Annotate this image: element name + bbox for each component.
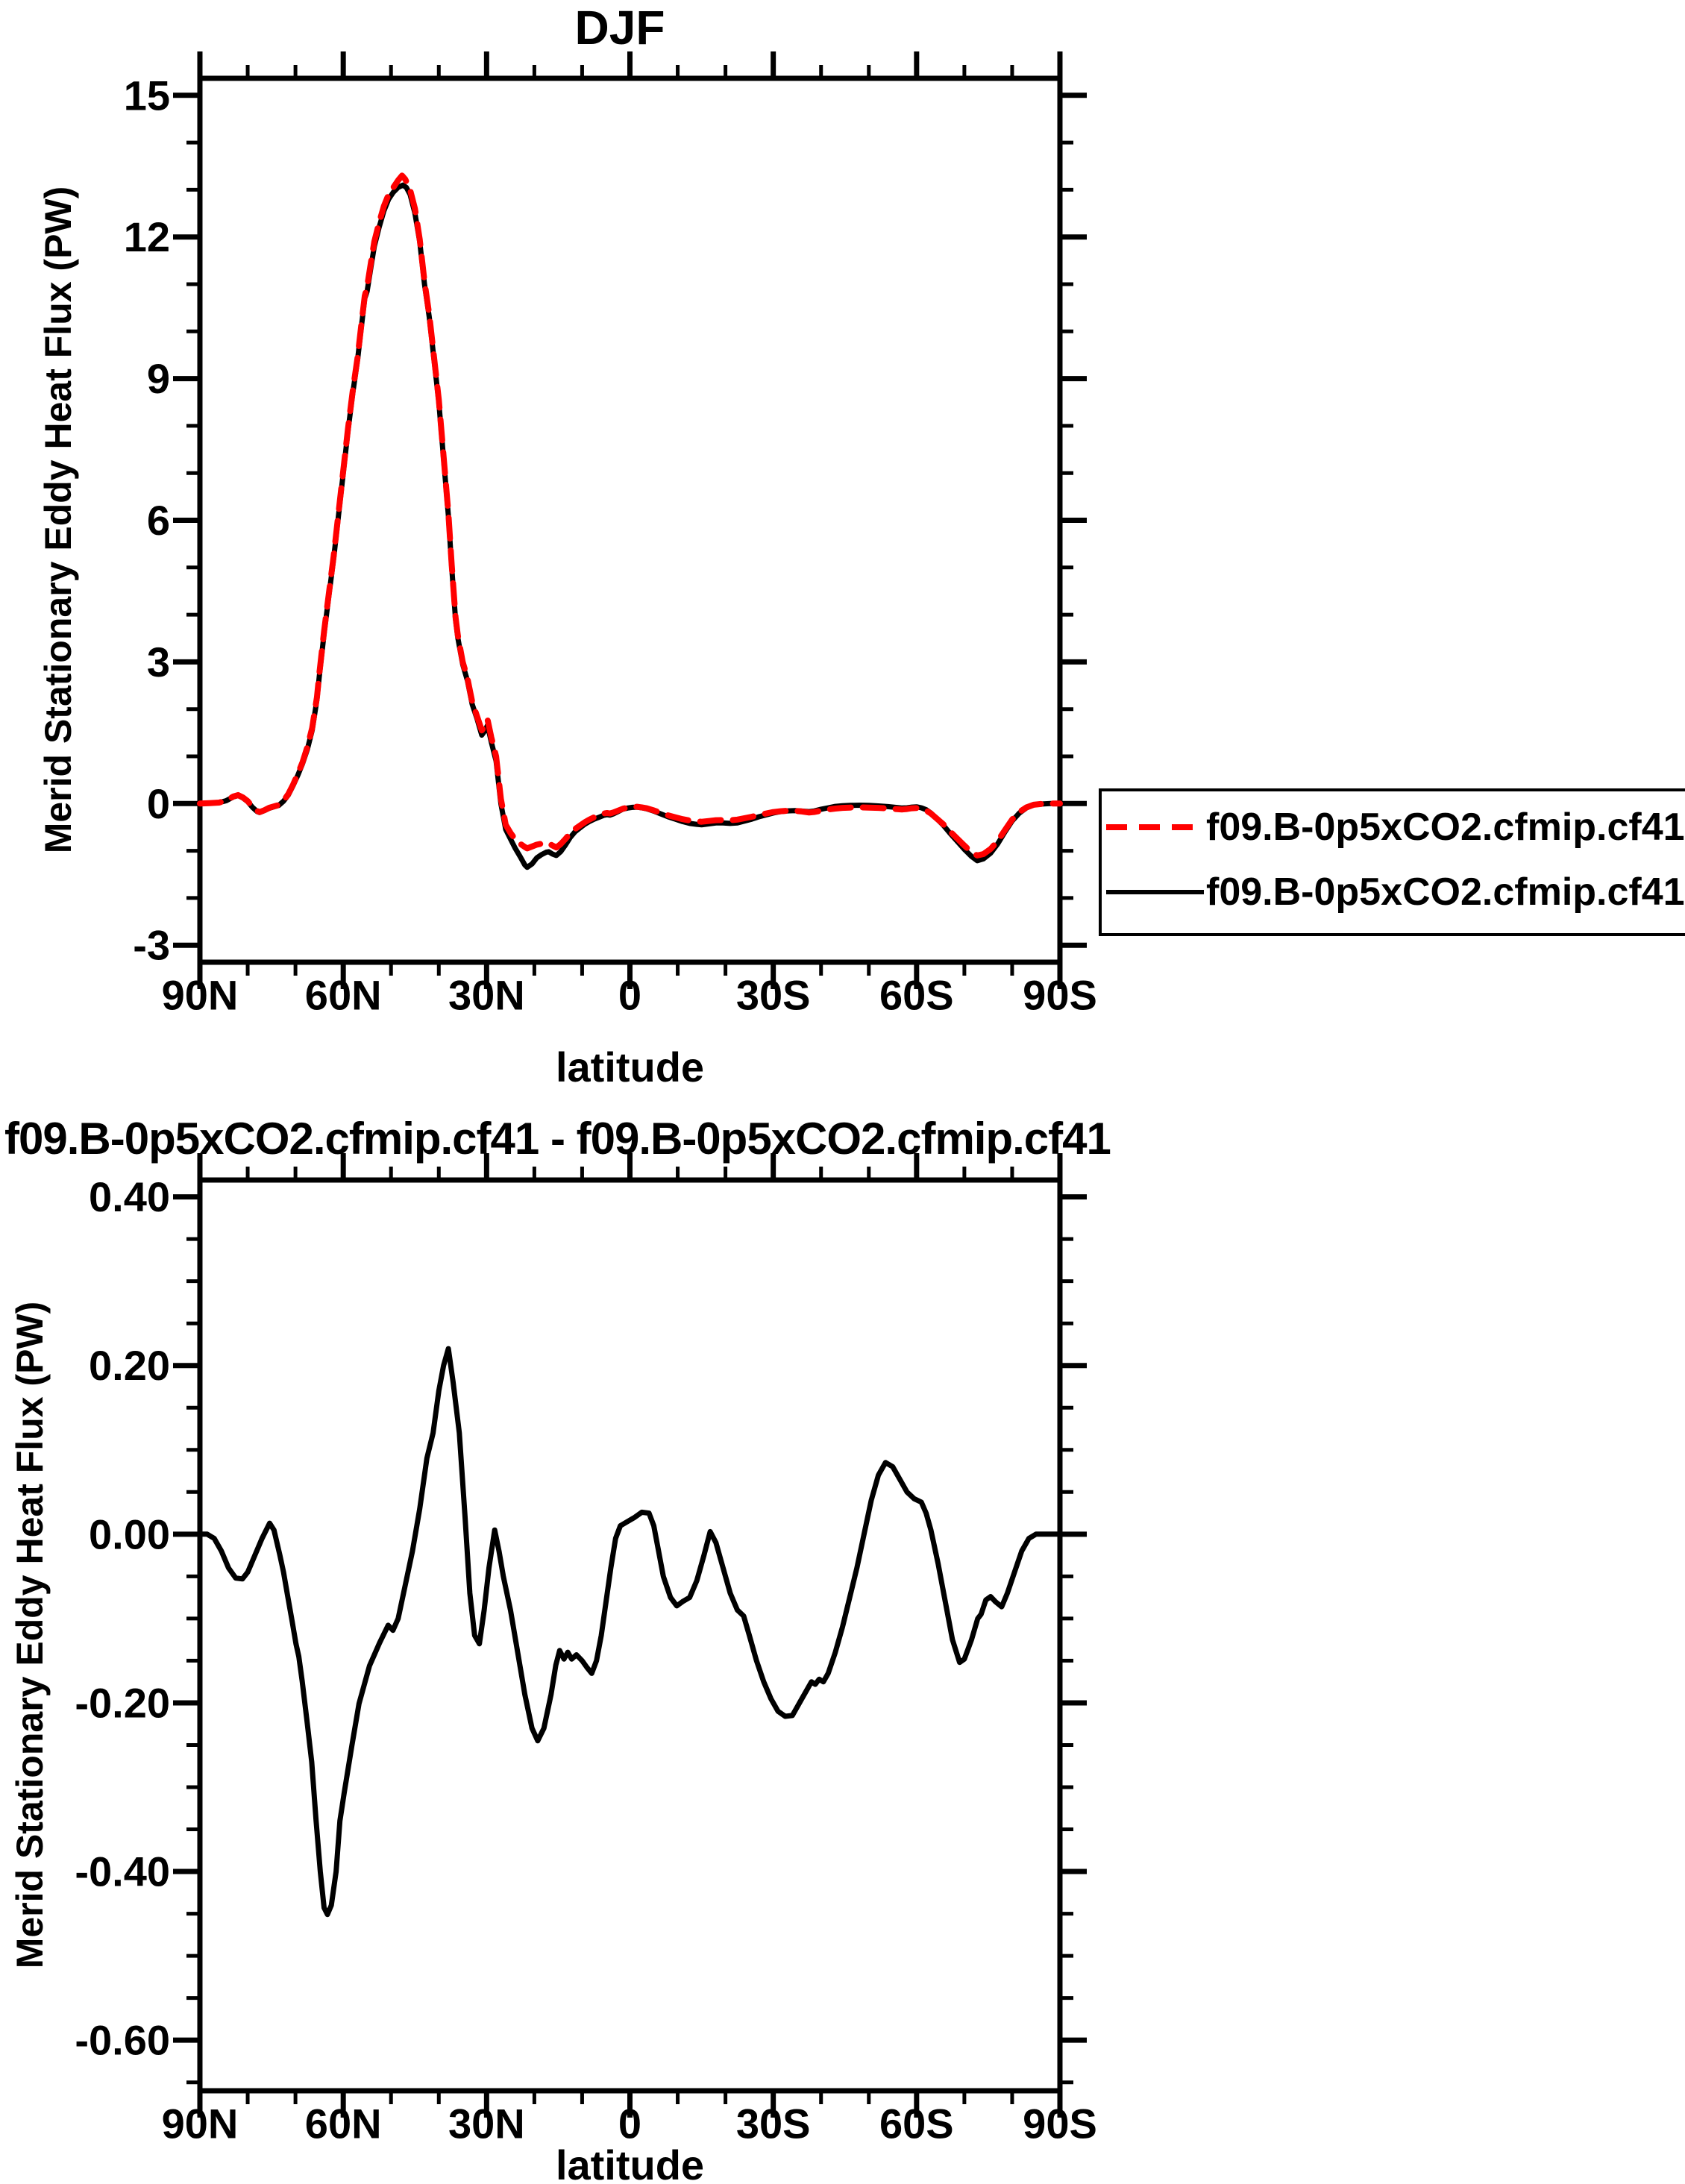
x-tick-label: 0 <box>618 972 641 1019</box>
legend-label: f09.B-0p5xCO2.cfmip.cf41 <box>1206 870 1685 914</box>
plot-frame <box>197 1177 1063 2094</box>
x-minor-ticks <box>245 65 1014 976</box>
x-tick-label: 30N <box>448 2100 525 2147</box>
y-minor-ticks <box>186 1237 1073 2085</box>
legend-row: f09.B-0p5xCO2.cfmip.cf41 <box>1106 806 1685 849</box>
legend-line-sample-solid <box>1106 890 1204 894</box>
x-major-ticks <box>197 51 1063 989</box>
x-tick-labels: 90N 60N 30N 0 30S 60S 90S <box>162 972 1097 1019</box>
series-line-black-solid <box>197 182 1063 870</box>
x-minor-ticks <box>245 1167 1014 2104</box>
bottom-panel-title: f09.B-0p5xCO2.cfmip.cf41 - f09.B-0p5xCO2… <box>4 1114 1111 1164</box>
x-tick-label: 90N <box>162 2100 239 2147</box>
y-tick-label: 12 <box>124 213 170 260</box>
y-tick-label: -0.20 <box>75 1679 170 1726</box>
y-tick-label: 6 <box>147 497 170 544</box>
y-tick-labels: 0.40 0.20 0.00 -0.20 -0.40 -0.60 <box>75 1173 170 2064</box>
x-tick-label: 30S <box>736 972 811 1019</box>
y-tick-label: 9 <box>147 355 170 402</box>
x-tick-label: 60S <box>879 2100 954 2147</box>
y-tick-label: 0.20 <box>89 1342 170 1389</box>
legend-box: f09.B-0p5xCO2.cfmip.cf41 f09.B-0p5xCO2.cf… <box>1099 788 1685 936</box>
y-tick-label: -0.60 <box>75 2017 170 2064</box>
x-tick-label: 60N <box>305 2100 382 2147</box>
series-line-black-solid <box>197 1346 1063 1918</box>
x-tick-label: 30S <box>736 2100 811 2147</box>
legend-line-sample-dashed <box>1106 824 1204 830</box>
y-tick-label: 0 <box>147 780 170 827</box>
y-tick-label: 0.00 <box>89 1510 170 1557</box>
top-x-axis-title: latitude <box>555 1044 705 1091</box>
x-tick-labels: 90N 60N 30N 0 30S 60S 90S <box>162 2100 1097 2147</box>
y-major-ticks <box>173 92 1087 948</box>
y-tick-label: 0.40 <box>89 1173 170 1220</box>
y-tick-labels: 15 12 9 6 3 0 -3 <box>124 72 170 968</box>
top-panel-title: DJF <box>574 1 665 54</box>
x-tick-label: 30N <box>448 972 525 1019</box>
x-tick-label: 60N <box>305 972 382 1019</box>
y-major-ticks <box>173 1194 1087 2043</box>
y-tick-label: 15 <box>124 72 170 119</box>
x-tick-label: 90N <box>162 972 239 1019</box>
bottom-x-axis-title: latitude <box>555 2141 705 2184</box>
panel-top: 90N 60N 30N 0 30S 60S 90S 15 12 9 6 3 0 -3 <box>124 51 1097 1019</box>
x-tick-label: 90S <box>1023 972 1097 1019</box>
series-line-red-dashed <box>197 172 1063 859</box>
legend-label: f09.B-0p5xCO2.cfmip.cf41 <box>1206 806 1685 849</box>
x-major-ticks <box>197 1153 1063 2118</box>
plot-frame <box>197 75 1063 965</box>
y-minor-ticks <box>186 140 1073 900</box>
legend-row: f09.B-0p5xCO2.cfmip.cf41 <box>1106 870 1685 914</box>
y-tick-label: -0.40 <box>75 1848 170 1895</box>
y-tick-label: 3 <box>147 638 170 685</box>
panel-bottom: 90N 60N 30N 0 30S 60S 90S 0.40 0.20 0.00 -0.20 -0.4… <box>75 1153 1097 2147</box>
x-tick-label: 90S <box>1023 2100 1097 2147</box>
y-tick-label: -3 <box>133 922 170 969</box>
x-tick-label: 60S <box>879 972 954 1019</box>
x-tick-label: 0 <box>618 2100 641 2147</box>
